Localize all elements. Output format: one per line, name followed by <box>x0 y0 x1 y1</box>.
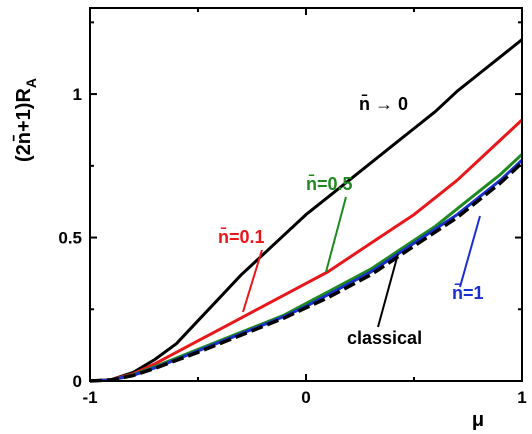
annotation-symbol: n̄ <box>306 174 317 194</box>
x-tick-label: -1 <box>82 388 97 407</box>
y-tick-label: 0 <box>73 372 82 391</box>
annotation-value: → 0 <box>370 94 408 114</box>
x-axis-label: μ <box>472 409 484 431</box>
plot-frame <box>89 7 523 382</box>
annotation-symbol: n̄ <box>452 283 463 303</box>
annotation-symbol: classical <box>347 328 422 348</box>
y-axis-label-subscript: A <box>23 78 39 88</box>
annotation-symbol: n̄ <box>218 227 229 247</box>
annotation-leader-line <box>459 215 481 288</box>
x-tick-label: 0 <box>301 388 310 407</box>
series-annotation: n̄=0.1 <box>218 227 265 247</box>
annotation-leader-line <box>377 253 399 328</box>
annotation-leaders <box>242 196 481 328</box>
y-axis-label: (2n̄+1)RA <box>13 78 39 162</box>
annotation-value: =0.1 <box>229 227 265 247</box>
annotation-leader-line <box>325 196 347 273</box>
y-tick-label: 1 <box>73 85 82 104</box>
y-axis-label-main: (2n̄+1)R <box>13 88 35 162</box>
svg-text:(2n̄+1)RA: (2n̄+1)RA <box>13 78 39 162</box>
series-annotation: n̄ → 0 <box>359 94 408 114</box>
annotation-leader-line <box>242 249 263 313</box>
series-annotation: classical <box>347 328 422 348</box>
annotation-value: =0.5 <box>317 174 353 194</box>
series-annotation: n̄=0.5 <box>306 174 353 194</box>
annotation-value: =1 <box>463 283 484 303</box>
series-line-4 <box>89 161 524 383</box>
annotation-symbol: n̄ <box>359 94 370 114</box>
series-annotation: n̄=1 <box>452 283 484 303</box>
x-tick-label: 1 <box>517 388 526 407</box>
series-line-0 <box>89 38 523 383</box>
series-line-1 <box>89 118 524 383</box>
axis-ticks: -1 0 100.51 <box>58 8 527 407</box>
plot-lines <box>89 38 524 383</box>
y-tick-label: 0.5 <box>58 229 82 248</box>
